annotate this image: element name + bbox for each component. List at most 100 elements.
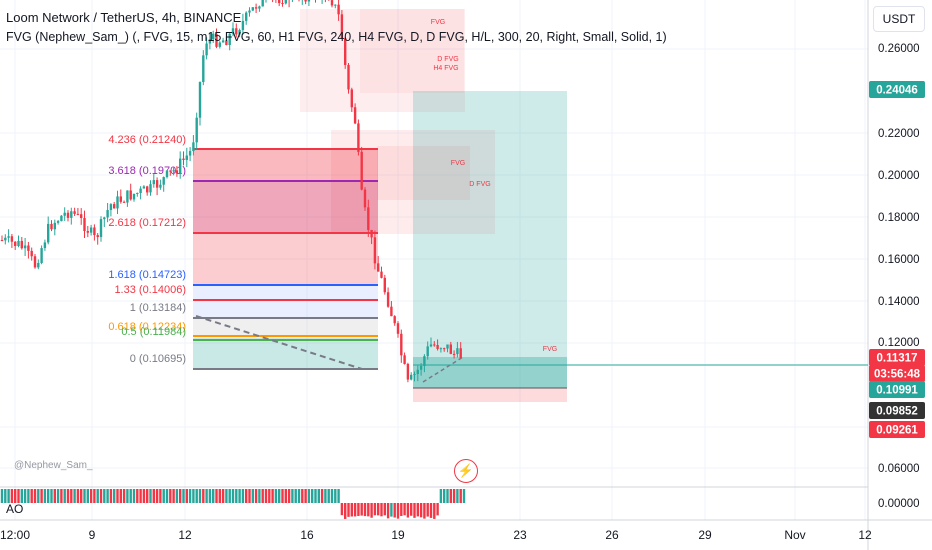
- ao-bar: [33, 489, 37, 503]
- ao-bar: [139, 489, 142, 503]
- candle-body: [254, 7, 258, 9]
- ao-bar: [159, 489, 162, 503]
- fib-level-label: 4.236 (0.21240): [108, 134, 186, 146]
- price-tag-label: 0.24046: [876, 85, 918, 97]
- ao-bar: [261, 489, 264, 503]
- ao-bar: [162, 489, 165, 503]
- ao-bar: [251, 489, 254, 503]
- ao-bar: [50, 489, 53, 503]
- candle-body: [132, 193, 136, 200]
- ao-bar: [462, 489, 466, 503]
- candle-body: [188, 151, 192, 156]
- fvg-label: FVG: [543, 346, 557, 353]
- price-tick-label: 0.14000: [878, 296, 920, 308]
- ao-bar: [136, 489, 139, 503]
- ao-bar: [363, 503, 367, 517]
- ao-bar: [129, 489, 132, 503]
- candle-body: [119, 196, 122, 202]
- lightning-icon[interactable]: ⚡: [454, 459, 478, 483]
- ao-bar: [119, 489, 122, 503]
- currency-button[interactable]: USDT: [873, 6, 925, 32]
- ao-bar: [109, 489, 113, 503]
- candle-body: [175, 170, 179, 174]
- ao-bar: [334, 489, 337, 503]
- ao-bar: [40, 489, 43, 503]
- ao-bar: [83, 489, 86, 503]
- ao-bar: [393, 503, 396, 518]
- ao-bar: [188, 489, 192, 503]
- candle-body: [212, 33, 215, 40]
- candle-body: [152, 180, 155, 185]
- candle-body: [393, 316, 396, 324]
- candle-body: [304, 0, 307, 2]
- ao-bar: [314, 489, 317, 503]
- candle-body: [27, 245, 30, 251]
- ao-bar: [202, 489, 205, 503]
- candle-body: [169, 170, 172, 172]
- candle-body: [172, 170, 175, 172]
- candle-body: [261, 0, 264, 7]
- candle-body: [377, 263, 380, 272]
- ao-bar: [413, 503, 416, 518]
- candle-body: [459, 348, 462, 358]
- candle-body: [429, 344, 433, 347]
- candle-body: [182, 158, 185, 160]
- candle-body: [403, 355, 406, 364]
- ao-bar: [344, 503, 347, 519]
- ao-bar: [386, 503, 390, 519]
- candle-body: [390, 306, 393, 317]
- ao-indicator-label[interactable]: AO: [6, 502, 24, 516]
- ao-bar: [340, 503, 344, 516]
- ao-bar: [403, 503, 406, 516]
- candle-body: [383, 277, 386, 293]
- ao-bar: [231, 489, 235, 503]
- candle-body: [353, 107, 357, 124]
- ao-bar: [311, 489, 314, 503]
- ao-bar: [367, 503, 370, 517]
- price-tick-label: 0.20000: [878, 170, 920, 182]
- candle-body: [30, 250, 33, 257]
- ao-bar: [152, 489, 155, 503]
- candle-body: [367, 207, 370, 230]
- indicator-legend[interactable]: FVG (Nephew_Sam_) (, FVG, 15, m15 FVG, 6…: [6, 30, 667, 44]
- candle-body: [142, 186, 146, 189]
- candle-body: [456, 348, 459, 355]
- candle-body: [413, 374, 416, 376]
- ao-bar: [383, 503, 386, 516]
- fib-level-label: 0.5 (0.11984): [121, 326, 186, 338]
- fib-zone-blue: [193, 285, 378, 318]
- candle-body: [113, 204, 116, 209]
- ao-bar: [419, 503, 423, 518]
- candle-body: [40, 248, 43, 263]
- ao-bar: [60, 489, 63, 503]
- time-tick-label: 9: [89, 528, 96, 542]
- position-profit-zone: [413, 91, 567, 388]
- ao-bar: [357, 503, 360, 516]
- candle-body: [96, 235, 99, 238]
- ao-bar: [439, 489, 443, 503]
- price-tag-label: 0.11317: [877, 353, 918, 365]
- symbol-title[interactable]: Loom Network / TetherUS, 4h, BINANCE: [6, 10, 242, 25]
- candle-body: [159, 184, 162, 188]
- fvg-label: FVG: [451, 160, 465, 167]
- ao-bar: [291, 489, 294, 503]
- ao-bar: [23, 489, 27, 503]
- ao-bar: [106, 489, 109, 503]
- candle-body: [86, 231, 89, 233]
- ao-bar: [195, 489, 198, 503]
- candle-body: [205, 43, 208, 56]
- ao-bar: [86, 489, 89, 503]
- time-tick-label: 19: [391, 528, 405, 542]
- fvg-label: H4 FVG: [433, 65, 458, 72]
- ao-bar: [459, 489, 462, 503]
- ao-bar: [205, 489, 208, 503]
- candle-body: [70, 211, 73, 218]
- candle-body: [281, 3, 284, 5]
- ao-bar: [245, 489, 248, 503]
- candle-body: [248, 10, 251, 13]
- ao-bar: [406, 503, 410, 518]
- ao-bar: [337, 489, 340, 503]
- ao-bar: [264, 489, 268, 503]
- fib-level-label: 1.618 (0.14723): [108, 269, 186, 281]
